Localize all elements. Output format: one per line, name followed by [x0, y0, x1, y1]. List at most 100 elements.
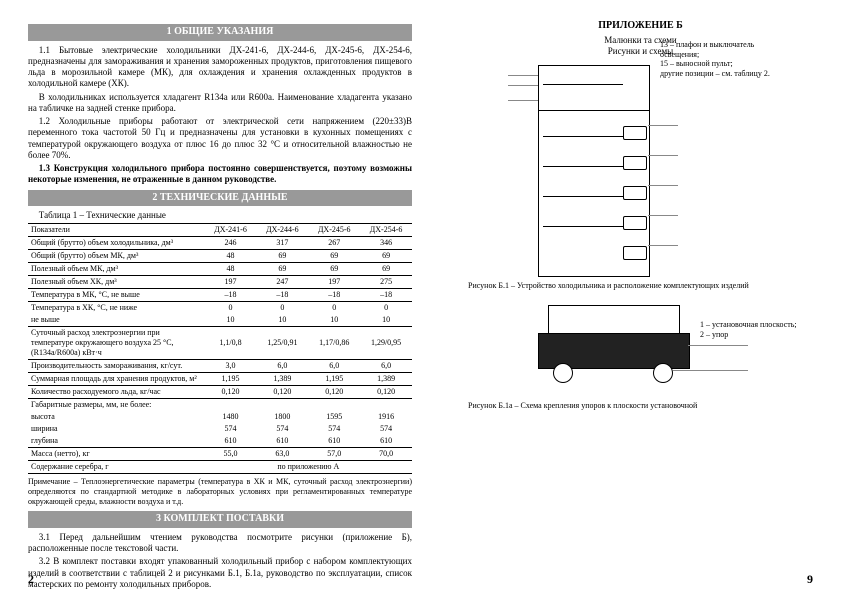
- right-page: ПРИЛОЖЕНИЕ Б Малюнки та схеми Рисунки и …: [440, 0, 841, 595]
- table-cell: 10: [308, 314, 360, 327]
- table-cell: –18: [205, 289, 257, 302]
- appendix-title: ПРИЛОЖЕНИЕ Б: [468, 20, 813, 33]
- spec-table: ПоказателиДХ-241-6ДХ-244-6ДХ-245-6ДХ-254…: [28, 223, 412, 474]
- base-callouts: 1 – установочная плоскость; 2 – упор: [700, 320, 820, 339]
- table-cell: 610: [308, 435, 360, 448]
- para-1-2: 1.2 Холодильные приборы работают от элек…: [28, 116, 412, 161]
- fridge-callouts: 13 – плафон и выключатель освещения; 15 …: [660, 40, 790, 78]
- table-cell: 69: [360, 250, 412, 263]
- table-cell: 10: [256, 314, 308, 327]
- table-cell: 57,0: [308, 448, 360, 461]
- table-cell: 69: [308, 263, 360, 276]
- table-cell: 1,389: [360, 373, 412, 386]
- table-cell: 1,25/0,91: [256, 327, 308, 360]
- table-header: ДХ-245-6: [308, 224, 360, 237]
- table-cell: 1,1/0,8: [205, 327, 257, 360]
- table-cell: 69: [308, 250, 360, 263]
- table-header: ДХ-254-6: [360, 224, 412, 237]
- table-cell: 0,120: [256, 386, 308, 399]
- table-cell: 275: [360, 276, 412, 289]
- table-row-label: Габаритные размеры, мм, не более:: [28, 399, 205, 412]
- table-cell: 3,0: [205, 360, 257, 373]
- table-cell: 0: [360, 302, 412, 315]
- table-cell: 0,120: [205, 386, 257, 399]
- para-1-3: 1.3 Конструкция холодильного прибора пос…: [28, 163, 412, 186]
- table-cell: 69: [256, 250, 308, 263]
- table-cell: по приложению А: [205, 461, 412, 474]
- table-cell: 0: [205, 302, 257, 315]
- table-cell: [256, 399, 308, 412]
- table-cell: 346: [360, 237, 412, 250]
- table-cell: [205, 399, 257, 412]
- page-number-left: 2: [28, 572, 34, 587]
- section-1-header: 1 ОБЩИЕ УКАЗАНИЯ: [28, 24, 412, 41]
- table-cell: 246: [205, 237, 257, 250]
- table-cell: 1,17/0,86: [308, 327, 360, 360]
- base-diagram: [508, 305, 708, 395]
- table-row-label: Температура в ХК, °С, не ниже: [28, 302, 205, 315]
- table-row-label: не выше: [28, 314, 205, 327]
- para-1-1: 1.1 Бытовые электрические холодильники Д…: [28, 45, 412, 90]
- table-cell: –18: [256, 289, 308, 302]
- table-row-label: Производительность замораживания, кг/сут…: [28, 360, 205, 373]
- page-number-right: 9: [807, 572, 813, 587]
- table-cell: 0: [256, 302, 308, 315]
- table-cell: 1595: [308, 411, 360, 423]
- table-cell: 48: [205, 250, 257, 263]
- table-cell: 6,0: [360, 360, 412, 373]
- figure-b1-caption: Рисунок Б.1 – Устройство холодильника и …: [468, 281, 813, 291]
- para-3-2: 3.2 В комплект поставки входят упакованн…: [28, 556, 412, 590]
- table-cell: 10: [205, 314, 257, 327]
- table-cell: –18: [360, 289, 412, 302]
- table-row-label: Количество расходуемого льда, кг/час: [28, 386, 205, 399]
- table-row-label: Масса (нетто), кг: [28, 448, 205, 461]
- table-cell: 1,195: [205, 373, 257, 386]
- table-cell: 197: [205, 276, 257, 289]
- figure-b1a-caption: Рисунок Б.1а – Схема крепления упоров к …: [468, 401, 813, 411]
- table-cell: 610: [256, 435, 308, 448]
- table-row-label: глубина: [28, 435, 205, 448]
- table-cell: 1,389: [256, 373, 308, 386]
- para-1-1b: В холодильниках используется хладагент R…: [28, 92, 412, 115]
- table-row-label: Полезный объем ХК, дм³: [28, 276, 205, 289]
- table-row-label: Общий (брутто) объем МК, дм³: [28, 250, 205, 263]
- table-row-label: Содержание серебра, г: [28, 461, 205, 474]
- table-cell: 63,0: [256, 448, 308, 461]
- table-cell: 1916: [360, 411, 412, 423]
- table-row-label: Общий (брутто) объем холодильника, дм³: [28, 237, 205, 250]
- table-cell: 70,0: [360, 448, 412, 461]
- table-cell: 69: [360, 263, 412, 276]
- table-cell: 0,120: [308, 386, 360, 399]
- table-cell: 0,120: [360, 386, 412, 399]
- section-2-header: 2 ТЕХНИЧЕСКИЕ ДАННЫЕ: [28, 190, 412, 207]
- table-caption: Таблица 1 – Технические данные: [28, 210, 412, 221]
- table-cell: 317: [256, 237, 308, 250]
- table-row-label: Температура в МК, °С, не выше: [28, 289, 205, 302]
- table-cell: 267: [308, 237, 360, 250]
- section-3-header: 3 КОМПЛЕКТ ПОСТАВКИ: [28, 511, 412, 528]
- table-cell: 610: [205, 435, 257, 448]
- table-cell: 1,29/0,95: [360, 327, 412, 360]
- table-cell: 55,0: [205, 448, 257, 461]
- table-cell: 0: [308, 302, 360, 315]
- table-cell: 574: [205, 423, 257, 435]
- table-cell: [308, 399, 360, 412]
- table-row-label: высота: [28, 411, 205, 423]
- fridge-diagram: [508, 65, 678, 275]
- table-cell: 10: [360, 314, 412, 327]
- table-cell: [360, 399, 412, 412]
- table-cell: 6,0: [308, 360, 360, 373]
- table-cell: –18: [308, 289, 360, 302]
- table-row-label: ширина: [28, 423, 205, 435]
- table-header: ДХ-241-6: [205, 224, 257, 237]
- table-cell: 1800: [256, 411, 308, 423]
- para-3-1: 3.1 Перед дальнейшим чтением руководства…: [28, 532, 412, 555]
- table-cell: 574: [360, 423, 412, 435]
- table-row-label: Суммарная площадь для хранения продуктов…: [28, 373, 205, 386]
- table-cell: 574: [308, 423, 360, 435]
- left-page: 1 ОБЩИЕ УКАЗАНИЯ 1.1 Бытовые электрическ…: [0, 0, 440, 595]
- table-cell: 247: [256, 276, 308, 289]
- table-cell: 6,0: [256, 360, 308, 373]
- table-note: Примечание – Теплоэнергетические парамет…: [28, 477, 412, 507]
- table-cell: 574: [256, 423, 308, 435]
